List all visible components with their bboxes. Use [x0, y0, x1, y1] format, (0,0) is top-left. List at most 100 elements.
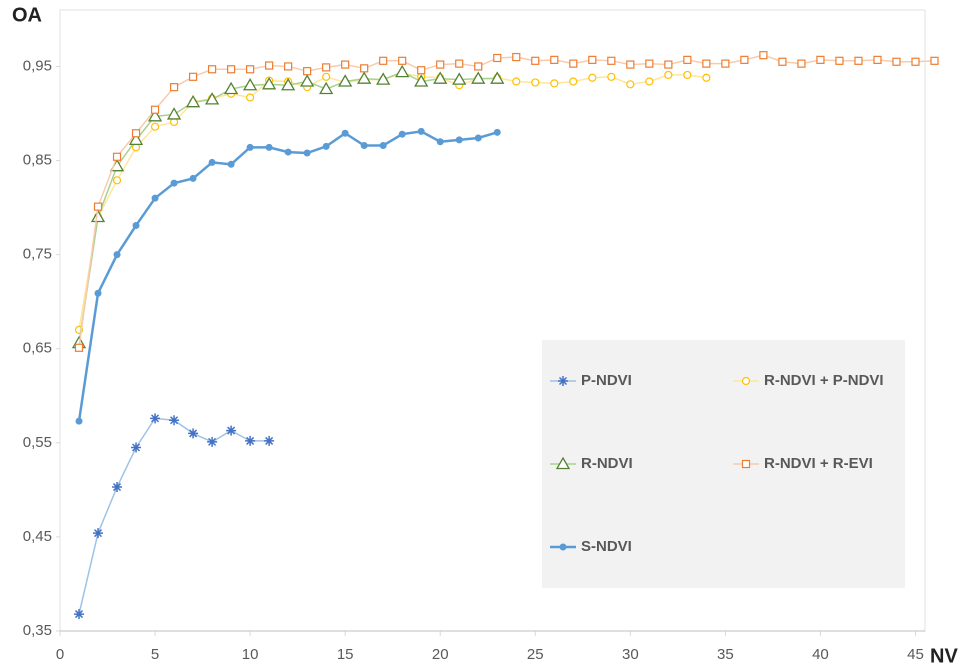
- x-tick-label: 30: [622, 646, 639, 663]
- point: [113, 251, 121, 259]
- point: [322, 63, 331, 72]
- point: [493, 128, 501, 136]
- point: [303, 149, 311, 157]
- point: [816, 55, 825, 64]
- point: [626, 80, 635, 89]
- series: [74, 51, 939, 352]
- point: [873, 55, 882, 64]
- point: [132, 221, 140, 229]
- point: [398, 56, 407, 65]
- point: [645, 59, 654, 68]
- point: [607, 72, 616, 81]
- x-tick-label: 35: [717, 646, 734, 663]
- point: [645, 77, 654, 86]
- point: [112, 482, 123, 493]
- legend-label: R-NDVI + P-NDVI: [764, 372, 884, 389]
- x-tick-label: 10: [242, 646, 259, 663]
- point: [265, 143, 273, 151]
- point: [474, 134, 482, 142]
- point: [892, 57, 901, 66]
- point: [246, 143, 254, 151]
- point: [93, 202, 103, 211]
- point: [778, 57, 787, 66]
- point: [74, 609, 85, 620]
- point: [512, 77, 521, 86]
- point: [151, 194, 159, 202]
- point: [322, 72, 331, 81]
- point: [433, 71, 448, 84]
- point: [93, 528, 104, 539]
- point: [531, 56, 540, 65]
- point: [550, 79, 559, 88]
- point: [721, 59, 730, 68]
- point: [550, 55, 559, 64]
- point: [417, 127, 425, 135]
- series-line: [78, 71, 498, 344]
- point: [242, 77, 258, 91]
- series-line: [77, 130, 498, 422]
- point: [379, 141, 387, 149]
- series: [75, 127, 501, 425]
- point: [569, 59, 578, 68]
- y-tick-label: 0,55: [23, 434, 52, 451]
- legend-marker: [741, 459, 751, 469]
- point: [226, 65, 236, 74]
- point: [569, 77, 578, 86]
- point: [188, 72, 198, 81]
- point: [112, 176, 122, 185]
- series-line: [78, 54, 935, 348]
- point: [188, 428, 199, 439]
- y-axis-label: OA: [12, 4, 42, 26]
- y-tick-label: 0,45: [23, 528, 52, 545]
- point: [169, 83, 179, 92]
- legend-label: S-NDVI: [581, 538, 632, 555]
- point: [455, 136, 463, 144]
- point: [607, 56, 616, 65]
- legend-label: R-NDVI: [581, 455, 633, 472]
- legend-marker: [559, 543, 567, 551]
- point: [185, 94, 201, 108]
- point: [284, 62, 293, 71]
- point: [360, 141, 368, 149]
- point: [471, 71, 486, 84]
- point: [204, 92, 220, 105]
- point: [455, 59, 464, 68]
- point: [322, 142, 330, 150]
- point: [797, 59, 806, 68]
- point: [150, 105, 160, 114]
- point: [128, 132, 144, 145]
- point: [169, 415, 180, 426]
- point: [264, 435, 275, 446]
- point: [147, 109, 163, 122]
- point: [702, 73, 711, 82]
- point: [357, 71, 372, 84]
- x-tick-label: 15: [337, 646, 354, 663]
- point: [246, 65, 255, 74]
- point: [90, 209, 106, 223]
- point: [759, 51, 768, 60]
- point: [150, 122, 160, 131]
- point: [376, 72, 391, 85]
- point: [245, 435, 256, 446]
- point: [74, 343, 84, 352]
- legend-label: R-NDVI + R-EVI: [764, 455, 873, 472]
- y-tick-label: 0,65: [23, 340, 52, 357]
- point: [131, 442, 142, 453]
- legend-marker: [741, 376, 751, 386]
- point: [531, 78, 540, 87]
- point: [854, 56, 863, 65]
- y-tick-label: 0,75: [23, 246, 52, 263]
- point: [226, 425, 237, 436]
- point: [341, 60, 350, 69]
- point: [490, 71, 505, 84]
- x-tick-label: 40: [812, 646, 829, 663]
- point: [664, 60, 673, 69]
- point: [75, 417, 83, 425]
- point: [360, 64, 369, 73]
- point: [417, 66, 426, 75]
- y-tick-label: 0,85: [23, 152, 52, 169]
- point: [281, 77, 296, 91]
- legend-marker: [558, 376, 568, 386]
